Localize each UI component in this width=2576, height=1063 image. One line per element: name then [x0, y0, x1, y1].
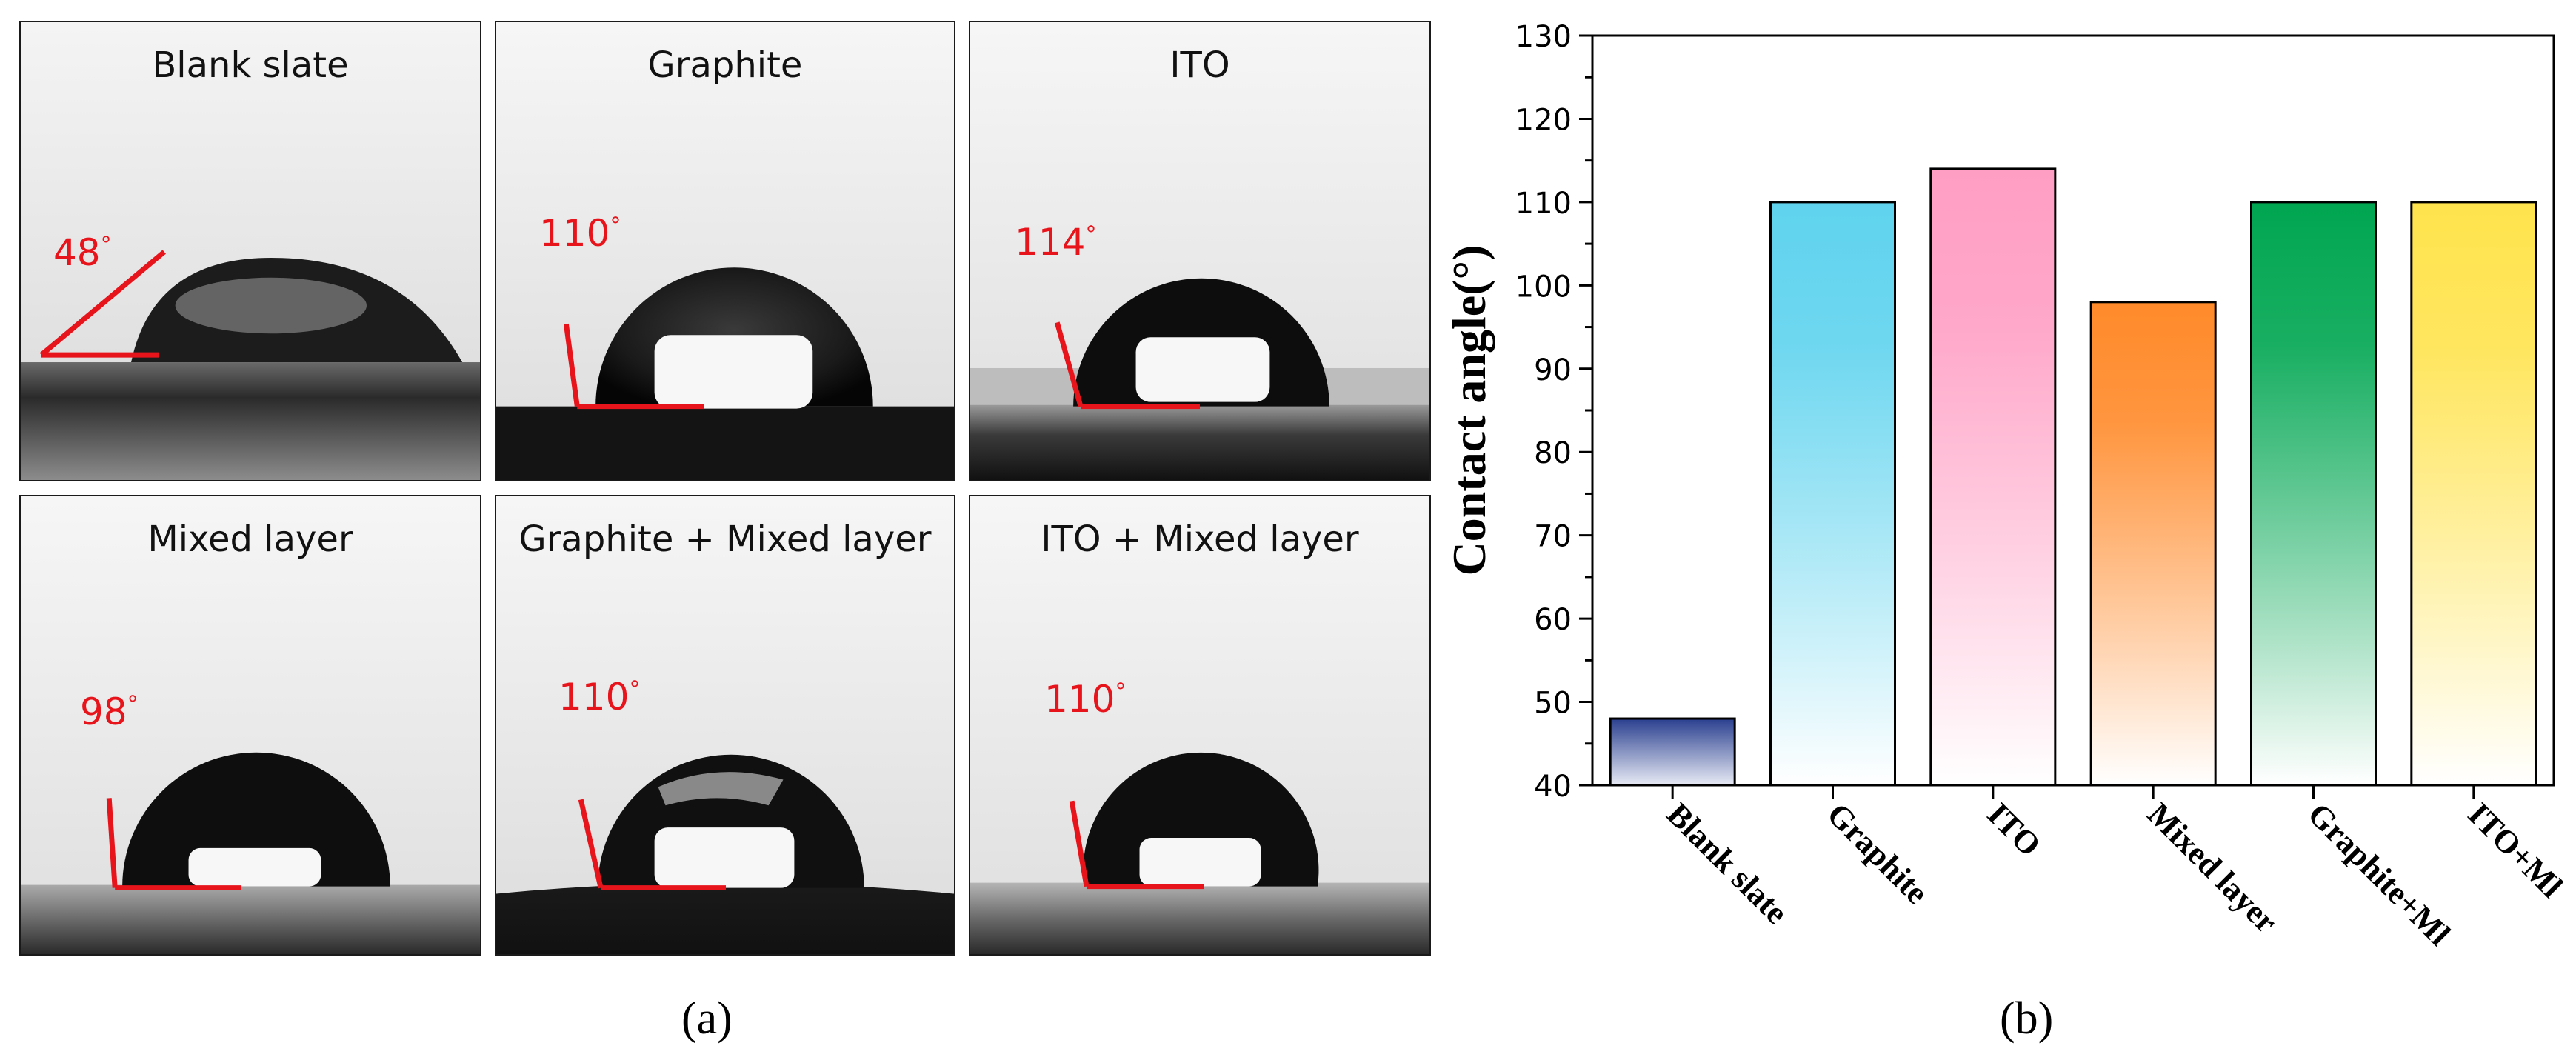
angle-label-mixed-layer: 98°: [80, 690, 139, 733]
droplet-panel-blank-slate: Blank slate 48°: [19, 21, 481, 481]
angle-value-graphite: 110: [539, 212, 610, 255]
angle-label-graphite: 110°: [539, 212, 621, 255]
x-tick-label: ITO+Ml: [2461, 796, 2570, 904]
droplet-image-mixed-layer: [21, 496, 480, 954]
y-tick-label: 60: [1534, 603, 1572, 637]
droplet-panel-mixed-layer: Mixed layer 98°: [19, 495, 481, 956]
angle-label-ito: 114°: [1015, 221, 1096, 264]
droplet-panel-graphite: Graphite 110°: [495, 21, 955, 481]
plot-frame: [1591, 34, 2555, 787]
bar-graphite-ml: [2250, 201, 2377, 787]
bar-ito-ml: [2410, 201, 2537, 787]
angle-value-graphite-mixed-layer: 110: [558, 676, 630, 719]
y-tick-label: 110: [1515, 187, 1572, 221]
bar-graphite: [1769, 201, 1896, 787]
droplet-image-ito: [970, 22, 1429, 480]
droplet-panel-ito-mixed-layer: ITO + Mixed layer 110°: [969, 495, 1431, 956]
angle-value-ito: 114: [1015, 221, 1086, 264]
panel-title-ito: ITO: [1169, 44, 1230, 86]
panel-title-mixed-layer: Mixed layer: [147, 519, 353, 560]
degree-symbol: °: [629, 676, 641, 703]
angle-value-blank-slate: 48: [53, 231, 101, 274]
panel-title-ito-mixed-layer: ITO + Mixed layer: [1041, 519, 1359, 560]
chart-y-axis: 40 50 60 70 80 90 100 110 120 130 Contact angle(°): [1443, 20, 1592, 804]
bar-mixed-layer: [2089, 301, 2217, 787]
chart-x-axis: Blank slate Graphite ITO Mixed layer Graphit…: [1660, 785, 2570, 953]
y-tick-label: 90: [1534, 353, 1572, 387]
bar-ito: [1929, 167, 2057, 787]
degree-symbol: °: [610, 213, 621, 239]
panel-title-blank-slate: Blank slate: [152, 44, 349, 86]
y-tick-label: 50: [1534, 687, 1572, 721]
angle-label-blank-slate: 48°: [53, 231, 112, 274]
y-tick-label: 80: [1534, 436, 1572, 470]
panel-title-graphite: Graphite: [647, 44, 803, 86]
y-axis-label: Contact angle(°): [1443, 245, 1495, 576]
angle-label-graphite-mixed-layer: 110°: [558, 676, 640, 719]
x-tick-label: Graphite: [1820, 796, 1935, 911]
angle-value-ito-mixed-layer: 110: [1044, 678, 1115, 721]
chart-frame: [1591, 34, 2555, 787]
degree-symbol: °: [100, 232, 112, 259]
droplet-image-graphite-mixed-layer: [496, 496, 954, 954]
y-tick-label: 40: [1534, 770, 1572, 804]
angle-label-ito-mixed-layer: 110°: [1044, 678, 1126, 721]
degree-symbol: °: [1115, 679, 1127, 705]
droplet-image-ito-mixed-layer: [970, 496, 1429, 954]
chart-bars: [1609, 167, 2537, 787]
bar-blank-slate: [1609, 717, 1736, 787]
droplet-image-graphite: [496, 22, 954, 480]
y-tick-label: 130: [1515, 20, 1572, 54]
panel-title-graphite-mixed-layer: Graphite + Mixed layer: [518, 519, 932, 560]
droplet-panel-ito: ITO 114°: [969, 21, 1431, 481]
y-tick-label: 70: [1534, 520, 1572, 554]
y-tick-label: 100: [1515, 270, 1572, 304]
panel-a-caption: (a): [681, 993, 733, 1044]
y-tick-label: 120: [1515, 103, 1572, 137]
degree-symbol: °: [1085, 221, 1097, 248]
angle-value-mixed-layer: 98: [80, 690, 127, 733]
droplet-image-blank-slate: [21, 22, 480, 480]
degree-symbol: °: [127, 691, 139, 718]
x-tick-label: Mixed layer: [2140, 796, 2284, 939]
panel-b-caption: (b): [2000, 993, 2054, 1044]
x-tick-label: Blank slate: [1660, 796, 1795, 930]
droplet-panel-graphite-mixed-layer: Graphite + Mixed layer 110°: [495, 495, 955, 956]
x-tick-label: Graphite+Ml: [2300, 796, 2457, 952]
x-tick-label: ITO: [1981, 796, 2048, 863]
